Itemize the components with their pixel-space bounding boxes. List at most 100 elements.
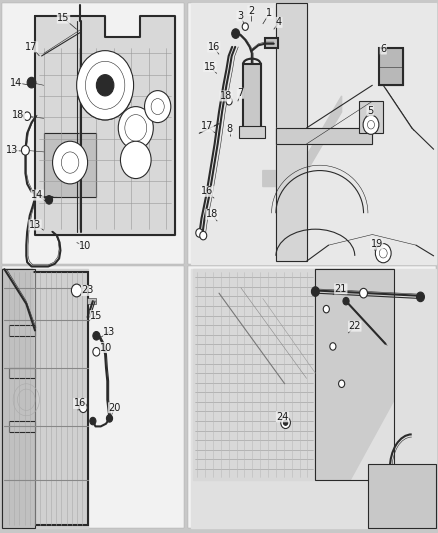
Bar [9,421,35,432]
Text: 3: 3 [237,11,243,21]
Circle shape [93,332,100,340]
Circle shape [118,107,153,149]
Bar [2,269,35,528]
Text: 8: 8 [226,124,233,134]
Bar [359,101,383,133]
Circle shape [125,115,147,141]
Bar [2,3,184,264]
Polygon shape [193,269,315,480]
Polygon shape [35,16,175,235]
Circle shape [226,98,232,105]
Bar [379,48,403,85]
Circle shape [24,112,31,120]
Circle shape [363,115,379,134]
Text: 13: 13 [103,327,116,336]
Text: 18: 18 [206,209,218,219]
Text: 24: 24 [276,412,289,422]
Text: 10: 10 [100,343,113,352]
Text: 18: 18 [12,110,25,120]
Polygon shape [44,133,96,197]
Circle shape [339,380,345,387]
Text: 16: 16 [208,42,220,52]
Bar [9,325,35,336]
Text: 2: 2 [248,6,254,15]
Circle shape [151,99,164,115]
Polygon shape [191,3,436,264]
Bar [44,133,96,197]
Circle shape [46,196,53,204]
Text: 16: 16 [201,187,213,196]
Bar [9,368,35,378]
Circle shape [330,343,336,350]
Circle shape [323,305,329,313]
Bar [2,266,184,528]
Text: 13: 13 [29,220,41,230]
Circle shape [53,141,88,184]
Bar [4,272,88,525]
Bar [243,64,261,131]
Bar [276,3,307,261]
Text: 19: 19 [371,239,383,249]
Circle shape [196,229,203,237]
Circle shape [27,77,36,88]
Circle shape [145,91,171,123]
Text: 21: 21 [335,284,347,294]
Text: 1: 1 [266,9,272,18]
Circle shape [106,415,113,422]
Circle shape [375,244,391,263]
Polygon shape [315,269,394,480]
Polygon shape [243,64,261,131]
Text: 18: 18 [220,91,232,101]
Circle shape [79,403,87,413]
Text: 7: 7 [237,88,244,98]
Bar [368,464,436,528]
Bar [239,126,265,138]
Text: 14: 14 [10,78,22,87]
Text: 13: 13 [6,146,18,155]
Circle shape [242,23,248,30]
Circle shape [367,120,374,129]
Text: 4: 4 [276,18,282,27]
Circle shape [77,51,134,120]
Text: 14: 14 [31,190,43,200]
Circle shape [283,420,288,425]
Polygon shape [4,269,88,528]
Circle shape [71,284,82,297]
Circle shape [90,417,96,425]
Bar [188,3,436,264]
Text: 6: 6 [380,44,386,54]
Circle shape [379,248,387,258]
Text: 15: 15 [204,62,216,71]
Text: 17: 17 [201,122,213,131]
Circle shape [281,417,290,429]
Circle shape [96,75,114,96]
Polygon shape [263,96,342,187]
Circle shape [85,61,125,109]
Bar [315,269,394,480]
Text: 10: 10 [79,241,92,251]
Bar [265,38,278,48]
Polygon shape [276,128,372,144]
Circle shape [61,152,79,173]
Text: 15: 15 [57,13,70,23]
Circle shape [232,29,240,38]
Circle shape [417,292,424,302]
Text: 15: 15 [90,311,102,320]
Text: 23: 23 [81,286,94,295]
Circle shape [360,288,367,298]
Polygon shape [379,48,403,85]
Circle shape [200,231,207,240]
Text: 22: 22 [349,321,361,331]
Text: 17: 17 [25,42,38,52]
Text: 5: 5 [367,106,373,116]
Circle shape [311,287,319,296]
Circle shape [120,141,151,179]
Circle shape [21,146,29,155]
Bar [188,266,436,528]
Bar [276,128,372,144]
Bar [87,298,96,304]
Circle shape [93,348,100,356]
Polygon shape [191,269,436,528]
Polygon shape [276,3,307,261]
Text: 16: 16 [74,399,86,408]
